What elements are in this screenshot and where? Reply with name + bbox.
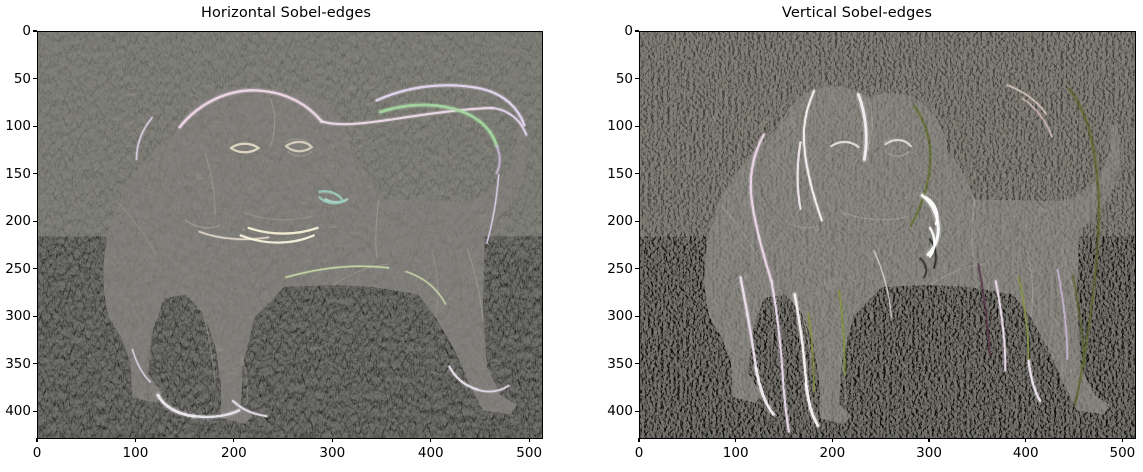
y-tick-mark <box>635 77 639 80</box>
x-tick-label: 300 <box>319 445 346 461</box>
panel-title-horizontal: Horizontal Sobel-edges <box>200 5 372 21</box>
y-tick-label: 250 <box>5 260 31 277</box>
x-tick-mark <box>928 438 930 442</box>
y-tick-mark <box>33 363 37 365</box>
y-tick-mark <box>635 315 639 317</box>
x-tick-label: 0 <box>32 445 42 461</box>
x-tick-label: 500 <box>516 445 543 461</box>
y-tick-label: 300 <box>607 308 633 325</box>
axes-horizontal-sobel <box>37 31 543 439</box>
y-tick-label: 0 <box>22 23 31 39</box>
y-tick-mark <box>33 77 37 80</box>
subplot-vertical-sobel: Vertical Sobel-edges 0 50 100 150 200 250 300 3… <box>571 0 1143 472</box>
y-tick-label: 400 <box>607 403 633 420</box>
y-tick-label: 300 <box>5 308 31 325</box>
y-tick-label: 150 <box>5 165 31 182</box>
y-tick-label: 200 <box>607 213 633 230</box>
x-tick-mark <box>233 438 235 442</box>
y-tick-label: 200 <box>5 213 31 230</box>
y-tick-label: 0 <box>624 23 633 39</box>
x-tick-label: 400 <box>417 445 444 461</box>
y-tick-mark <box>635 220 639 222</box>
x-tick-label: 300 <box>916 445 942 461</box>
y-tick-label: 50 <box>13 70 31 87</box>
x-tick-label: 200 <box>220 445 247 461</box>
y-tick-mark <box>635 363 639 365</box>
y-tick-mark <box>33 125 37 127</box>
y-tick-mark <box>635 410 639 412</box>
y-tick-label: 350 <box>5 355 31 372</box>
y-tick-mark <box>33 173 37 175</box>
x-tick-label: 100 <box>122 445 149 461</box>
x-tick-mark <box>638 438 640 442</box>
x-tick-label: 100 <box>722 445 749 461</box>
subplot-horizontal-sobel: Horizontal Sobel-edges 0 50 100 150 200 250 30… <box>5 5 543 461</box>
y-tick-label: 400 <box>5 403 31 420</box>
y-tick-mark <box>33 220 37 222</box>
y-tick-mark <box>33 410 37 412</box>
y-tick-mark <box>635 173 639 175</box>
y-tick-label: 100 <box>607 118 633 135</box>
y-tick-label: 100 <box>5 118 31 135</box>
x-tick-label: 0 <box>634 445 644 461</box>
panel-title-vertical: Vertical Sobel-edges <box>781 5 933 21</box>
sobel-vertical-image <box>640 32 1135 438</box>
x-tick-label: 400 <box>1012 445 1039 461</box>
y-tick-label: 350 <box>607 355 633 372</box>
y-tick-label: 50 <box>615 70 633 87</box>
y-tick-mark <box>635 268 639 270</box>
y-tick-mark <box>33 268 37 270</box>
sobel-horizontal-image <box>38 32 542 438</box>
x-tick-mark <box>831 438 833 442</box>
x-tick-mark <box>331 438 333 442</box>
y-tick-mark <box>635 125 639 127</box>
x-tick-mark <box>1025 438 1027 442</box>
x-tick-label: 500 <box>1109 445 1136 461</box>
y-tick-mark <box>33 30 37 32</box>
x-tick-mark <box>735 438 737 442</box>
y-tick-mark <box>635 30 639 32</box>
y-tick-label: 150 <box>607 165 633 182</box>
x-tick-mark <box>134 438 136 442</box>
x-tick-mark <box>36 438 38 442</box>
x-tick-mark <box>430 438 432 442</box>
x-tick-mark <box>528 438 530 442</box>
y-tick-label: 250 <box>607 260 633 277</box>
x-tick-label: 200 <box>819 445 846 461</box>
x-tick-mark <box>1121 438 1123 442</box>
axes-vertical-sobel <box>639 31 1136 439</box>
y-tick-mark <box>33 315 37 317</box>
